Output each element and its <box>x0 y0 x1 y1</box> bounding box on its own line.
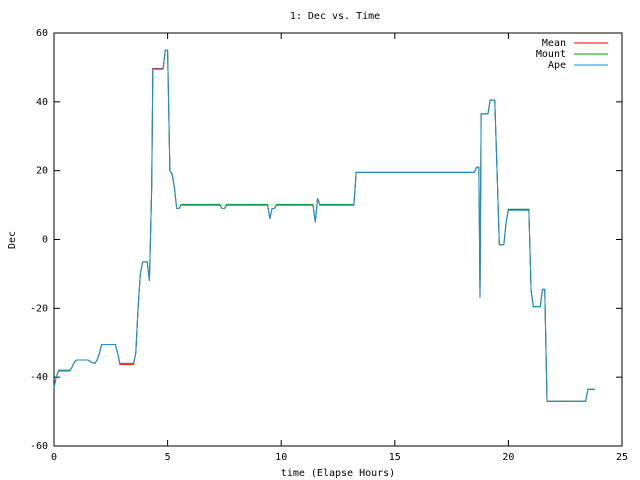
plot-frame <box>53 32 623 447</box>
y-axis-label: Dec <box>7 231 18 249</box>
x-tick-label: 5 <box>165 452 171 463</box>
y-tick-label: 0 <box>42 235 48 246</box>
legend-label: Mean <box>542 38 566 49</box>
legend-label: Ape <box>548 60 566 71</box>
x-tick-label: 0 <box>51 452 57 463</box>
series-line <box>53 49 595 402</box>
y-tick-label: 40 <box>36 97 48 108</box>
chart-title: 1: Dec vs. Time <box>290 11 380 22</box>
x-tick-label: 20 <box>502 452 514 463</box>
y-tick-label: -60 <box>30 441 48 452</box>
x-tick-label: 25 <box>616 452 628 463</box>
y-tick-label: 20 <box>36 166 48 177</box>
y-tick-label: -40 <box>30 372 48 383</box>
series-line <box>53 49 595 402</box>
series-line <box>53 49 595 402</box>
x-axis-label: time (Elapse Hours) <box>281 468 395 479</box>
x-tick-label: 10 <box>275 452 287 463</box>
legend-label: Mount <box>536 49 566 60</box>
y-tick-label: 60 <box>36 28 48 39</box>
x-tick-label: 15 <box>389 452 401 463</box>
y-tick-label: -20 <box>30 303 48 314</box>
